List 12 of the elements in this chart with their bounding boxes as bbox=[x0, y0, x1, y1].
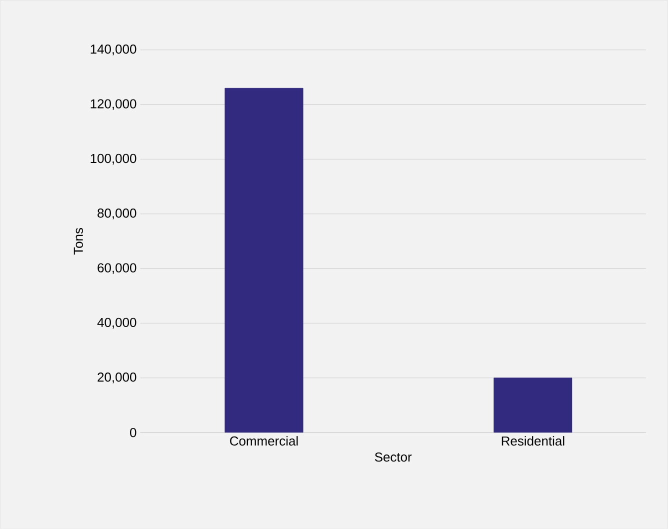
x-tick-label: Residential bbox=[502, 436, 564, 446]
y-tick-label: 20,000 bbox=[98, 372, 136, 384]
y-tick-label: 0 bbox=[130, 428, 136, 438]
y-tick-label: 60,000 bbox=[98, 263, 136, 274]
y-tick-label: 100,000 bbox=[90, 154, 136, 165]
y-tick-label: 140,000 bbox=[90, 44, 136, 56]
x-tick-label: Commercial bbox=[230, 436, 298, 446]
y-tick-label: 40,000 bbox=[97, 318, 136, 329]
x-axis-title: Sector bbox=[374, 452, 412, 462]
y-axis-title: Tons bbox=[74, 228, 83, 255]
y-tick-label: 120,000 bbox=[90, 99, 136, 110]
y-tick-label: 80,000 bbox=[98, 208, 136, 220]
